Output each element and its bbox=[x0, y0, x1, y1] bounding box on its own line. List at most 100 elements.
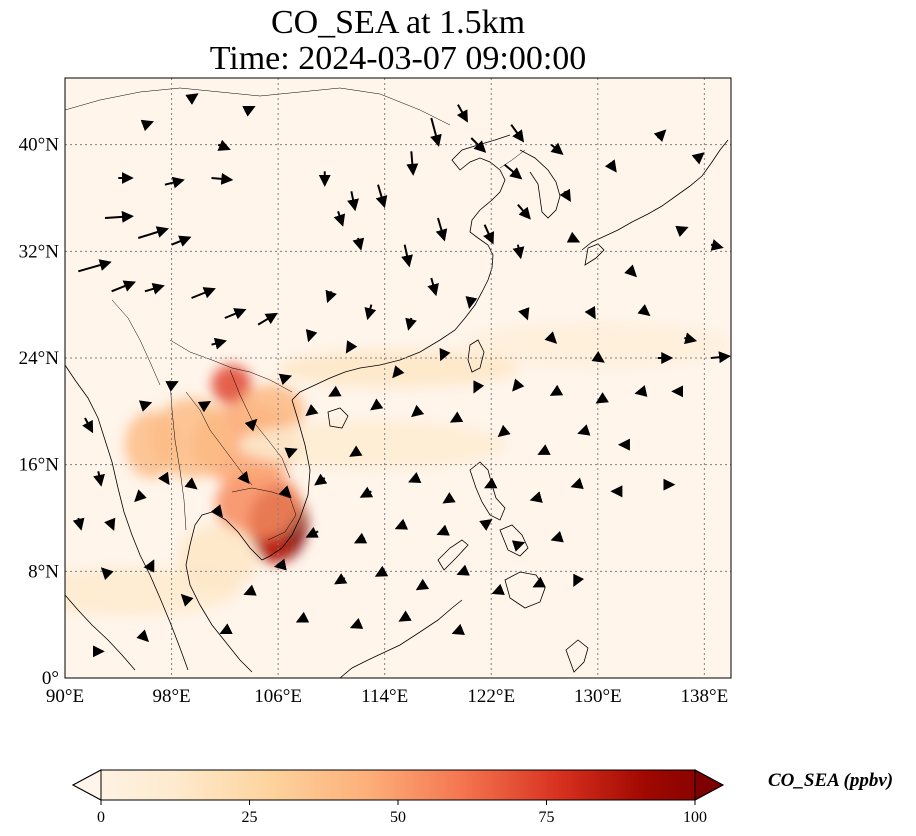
wind-arrow bbox=[144, 283, 165, 295]
x-tick-label: 98°E bbox=[152, 686, 190, 707]
border-myanmar-india bbox=[111, 299, 161, 386]
wind-arrow bbox=[710, 351, 731, 364]
wind-arrow bbox=[532, 576, 546, 588]
wind-arrow bbox=[164, 176, 185, 189]
wind-arrow bbox=[104, 210, 134, 223]
wind-arrow bbox=[392, 365, 405, 379]
wind-arrow bbox=[364, 304, 377, 321]
co-plume-myanmar-east bbox=[124, 411, 179, 478]
wind-arrow bbox=[411, 404, 425, 418]
colorbar-extend-high bbox=[694, 769, 725, 801]
wind-arrow bbox=[449, 411, 464, 423]
wind-arrow bbox=[295, 611, 310, 623]
y-tick-label: 32°N bbox=[19, 241, 60, 262]
coastline-sumatra bbox=[65, 594, 136, 671]
map-area[interactable] bbox=[25, 78, 731, 678]
wind-arrow bbox=[180, 593, 194, 607]
wind-arrow bbox=[278, 373, 293, 386]
wind-arrow bbox=[573, 573, 585, 587]
wind-arrow bbox=[406, 151, 419, 176]
wind-arrow bbox=[566, 231, 581, 243]
co-plume-south-china-sea-band bbox=[238, 420, 505, 469]
wind-arrow bbox=[171, 235, 192, 247]
x-tick-label: 122°E bbox=[467, 686, 515, 707]
wind-arrow bbox=[328, 385, 342, 397]
wind-arrow bbox=[442, 492, 456, 504]
map-title-line-1: CO_SEA at 1.5km bbox=[270, 4, 526, 41]
wind-arrow bbox=[512, 244, 525, 260]
colorbar-title: CO_SEA (ppbv) bbox=[768, 770, 894, 791]
wind-arrow bbox=[78, 259, 112, 273]
wind-arrow bbox=[325, 289, 337, 304]
coastline-vietnam bbox=[261, 399, 311, 561]
y-tick-label: 16°N bbox=[19, 455, 60, 476]
wind-arrow bbox=[653, 129, 667, 143]
wind-arrow bbox=[273, 558, 287, 571]
wind-arrow bbox=[237, 470, 250, 485]
wind-arrow bbox=[157, 471, 170, 486]
wind-arrow bbox=[143, 559, 155, 573]
border-china-korea bbox=[499, 149, 526, 169]
coastline-philippines-visayas bbox=[499, 524, 529, 557]
wind-arrow bbox=[257, 312, 278, 326]
y-tick-label: 40°N bbox=[19, 135, 60, 156]
wind-arrow bbox=[637, 304, 651, 317]
coastline-gulf-of-thailand bbox=[185, 511, 263, 673]
co-plume-mekong-delta bbox=[256, 531, 289, 564]
wind-arrow bbox=[100, 567, 114, 580]
gridlines bbox=[65, 78, 731, 678]
wind-arrow bbox=[439, 347, 451, 362]
coastline-china-east bbox=[291, 134, 511, 401]
wind-arrow bbox=[570, 477, 584, 489]
border-mongolia bbox=[65, 87, 451, 126]
co-plume-gulf-of-thailand bbox=[178, 524, 259, 592]
coastline-sulawesi bbox=[565, 639, 589, 673]
wind-arrow bbox=[394, 518, 409, 530]
wind-arrow bbox=[334, 573, 348, 585]
y-tick-label: 0° bbox=[42, 668, 59, 689]
x-tick-label: 90°E bbox=[46, 686, 84, 707]
wind-arrow bbox=[517, 204, 531, 220]
coastline-japan bbox=[581, 139, 729, 251]
wind-arrow bbox=[374, 565, 389, 577]
wind-arrow bbox=[483, 224, 495, 245]
wind-arrow bbox=[408, 472, 422, 484]
x-tick-label: 114°E bbox=[361, 686, 408, 707]
x-tick-label: 138°E bbox=[681, 686, 729, 707]
wind-arrow bbox=[591, 351, 605, 363]
colorbar-ticks: 0 25 50 75 100 bbox=[97, 800, 707, 826]
wind-arrow bbox=[510, 124, 525, 143]
colorbar-tick-label: 75 bbox=[539, 809, 555, 826]
wind-arrow bbox=[242, 105, 256, 117]
wind-arrow bbox=[224, 308, 247, 320]
wind-arrow bbox=[537, 444, 551, 455]
wind-arrow bbox=[484, 477, 498, 489]
wind-arrow bbox=[197, 400, 212, 413]
wind-arrow bbox=[93, 471, 105, 487]
wind-arrow bbox=[185, 93, 199, 105]
wind-arrow bbox=[375, 184, 388, 209]
wind-arrow bbox=[470, 137, 487, 153]
coastline-kyushu bbox=[584, 243, 605, 266]
wind-arrow bbox=[136, 629, 150, 643]
wind-arrow bbox=[352, 237, 365, 251]
wind-arrow bbox=[138, 400, 153, 412]
wind-arrow bbox=[333, 211, 346, 227]
wind-arrow bbox=[549, 384, 564, 396]
wind-arrow bbox=[345, 340, 358, 354]
colorbar-extend-low bbox=[71, 769, 102, 801]
wind-arrow bbox=[559, 188, 571, 203]
wind-arrow bbox=[479, 519, 493, 531]
wind-arrow bbox=[710, 239, 724, 251]
wind-arrow bbox=[140, 119, 154, 132]
wind-arrow bbox=[405, 317, 417, 331]
border-china-south bbox=[169, 339, 293, 393]
wind-arrow bbox=[577, 424, 591, 436]
wind-arrow bbox=[511, 540, 526, 552]
wind-arrow bbox=[211, 337, 227, 350]
wind-arrow bbox=[584, 305, 596, 320]
wind-arrow bbox=[415, 578, 430, 591]
wind-arrow bbox=[550, 142, 564, 155]
x-tick-label: 106°E bbox=[254, 686, 302, 707]
wind-arrow bbox=[401, 244, 413, 268]
